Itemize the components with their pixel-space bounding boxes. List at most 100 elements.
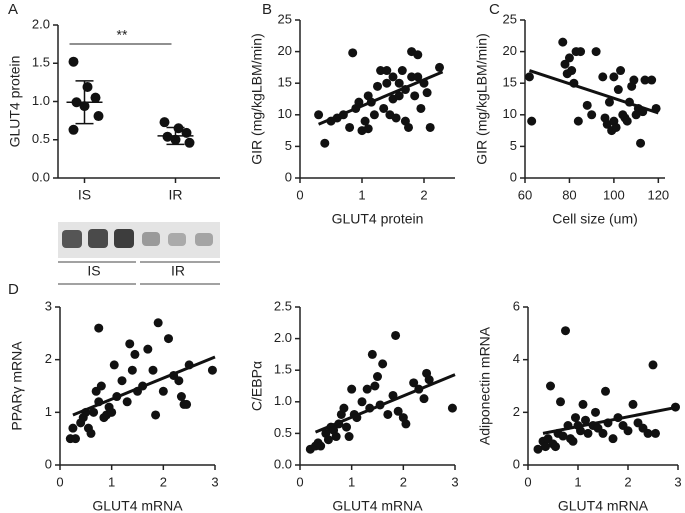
- data-point: [143, 344, 153, 354]
- x-tick-label: 60: [518, 187, 532, 202]
- y-tick-label: 20: [278, 43, 292, 58]
- data-point: [394, 78, 404, 88]
- data-point: [613, 85, 623, 95]
- y-tick-label: 0: [513, 456, 520, 471]
- data-point: [107, 407, 117, 417]
- blot-band: [168, 233, 186, 246]
- panel-label: B: [262, 1, 272, 18]
- data-point: [394, 91, 404, 101]
- data-point: [587, 110, 597, 120]
- x-tick-label: IS: [78, 187, 91, 203]
- data-point: [397, 66, 407, 76]
- data-point: [373, 372, 382, 382]
- data-point: [404, 122, 413, 132]
- data-point: [609, 72, 619, 82]
- data-point: [558, 431, 568, 441]
- data-point: [94, 323, 104, 333]
- data-point: [564, 53, 574, 63]
- data-point: [541, 442, 550, 452]
- significance-label: **: [117, 27, 128, 43]
- y-tick-label: 2: [45, 351, 52, 366]
- x-tick-label: 1: [358, 187, 365, 202]
- data-point: [331, 432, 341, 442]
- data-point: [629, 75, 639, 85]
- data-point: [628, 399, 638, 409]
- y-tick-label: 0.5: [274, 425, 292, 440]
- trend-line: [528, 69, 659, 115]
- data-point: [323, 435, 333, 445]
- x-tick-label: 0: [296, 474, 303, 489]
- y-tick-label: 2.0: [274, 330, 292, 345]
- y-tick-label: 20: [503, 43, 517, 58]
- data-point: [623, 426, 633, 436]
- y-tick-label: 25: [503, 11, 517, 26]
- y-tick-label: 0.0: [274, 456, 292, 471]
- panel-label: C: [489, 1, 500, 18]
- x-axis-label: Cell size (um): [552, 211, 638, 227]
- data-point: [127, 365, 137, 375]
- trend-line: [542, 405, 679, 435]
- data-point: [373, 81, 382, 91]
- data-point: [598, 428, 608, 438]
- data-point: [616, 66, 626, 76]
- data-point: [314, 110, 324, 120]
- y-tick-label: 15: [278, 75, 292, 90]
- data-point: [556, 397, 565, 407]
- data-point: [207, 365, 217, 375]
- x-tick-label: 0: [56, 474, 63, 489]
- data-point: [354, 97, 364, 107]
- data-point: [148, 365, 158, 375]
- x-tick-label: 120: [647, 187, 669, 202]
- data-point: [68, 124, 79, 135]
- data-point: [176, 392, 186, 402]
- y-tick-label: 1.0: [274, 393, 292, 408]
- data-point: [533, 444, 543, 454]
- data-point: [391, 330, 401, 340]
- data-point: [591, 47, 601, 57]
- x-tick-label: IR: [169, 187, 183, 203]
- blot-band: [62, 230, 82, 248]
- data-point: [622, 116, 632, 126]
- data-point: [158, 386, 168, 396]
- data-point: [413, 72, 423, 82]
- data-point: [527, 116, 537, 126]
- data-point: [68, 423, 78, 433]
- y-tick-label: 1.5: [274, 362, 292, 377]
- x-tick-label: 3: [674, 474, 681, 489]
- data-point: [407, 72, 417, 82]
- data-point: [648, 360, 658, 370]
- data-point: [416, 103, 426, 113]
- x-tick-label: 100: [603, 187, 625, 202]
- data-point: [560, 59, 570, 69]
- data-point: [71, 434, 80, 444]
- y-tick-label: 5: [510, 138, 517, 153]
- x-tick-label: 2: [400, 474, 407, 489]
- data-point: [122, 397, 132, 407]
- data-point: [425, 122, 435, 132]
- data-point: [561, 326, 570, 336]
- data-point: [360, 116, 370, 126]
- data-point: [447, 403, 457, 413]
- blot-band: [142, 232, 160, 246]
- blot-label: IR: [171, 263, 185, 279]
- data-point: [357, 397, 367, 407]
- data-point: [578, 399, 588, 409]
- y-tick-label: 1: [45, 404, 52, 419]
- x-tick-label: 80: [562, 187, 576, 202]
- data-point: [591, 407, 600, 417]
- y-tick-label: 3: [45, 298, 52, 313]
- data-point: [182, 399, 192, 409]
- x-tick-label: 1: [574, 474, 581, 489]
- data-point: [376, 66, 386, 76]
- y-axis-label: GIR (mg/kgLBM/min): [474, 33, 490, 164]
- y-axis-label: C/EBPα: [249, 361, 265, 411]
- data-point: [636, 138, 646, 148]
- data-point: [369, 110, 379, 120]
- data-point: [162, 131, 173, 142]
- y-axis-label: Adiponectin mRNA: [477, 326, 493, 445]
- data-point: [383, 409, 393, 419]
- y-tick-label: 6: [513, 298, 520, 313]
- data-point: [435, 62, 444, 72]
- blot-band: [195, 233, 213, 246]
- data-point: [401, 419, 411, 429]
